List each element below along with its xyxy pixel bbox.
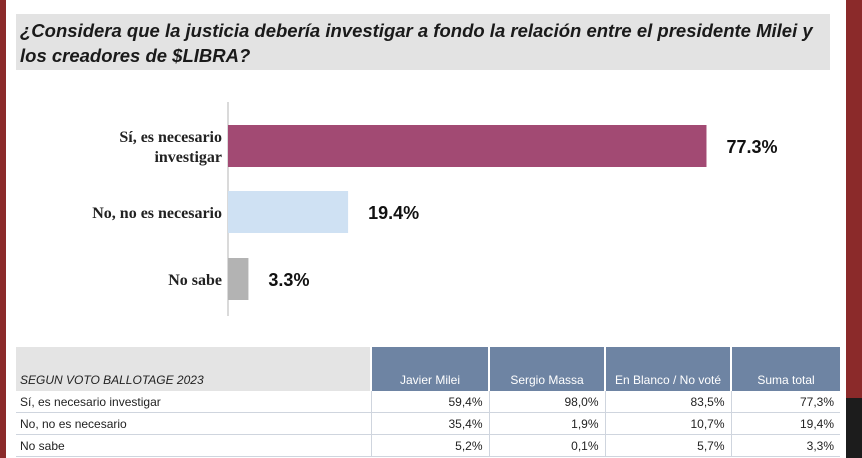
table-cell: 10,7% (604, 412, 731, 435)
category-label: Sí, es necesario (119, 129, 222, 146)
table-row: Sí, es necesario investigar 59,4% 98,0% … (16, 391, 840, 413)
table-cell: 83,5% (604, 391, 731, 413)
table-cell: 5,2% (370, 434, 489, 457)
table-cell: 19,4% (730, 412, 840, 435)
table-row: No sabe 5,2% 0,1% 5,7% 3,3% (16, 434, 840, 457)
bar-value-label: 77.3% (726, 137, 777, 157)
table-cell: 77,3% (730, 391, 840, 413)
column-header-suma-total: Suma total (730, 347, 840, 391)
bar-0 (228, 125, 707, 167)
column-header-sergio-massa: Sergio Massa (488, 347, 605, 391)
table-row: No, no es necesario 35,4% 1,9% 10,7% 19,… (16, 412, 840, 435)
corner-decoration (846, 398, 862, 458)
table-header-row: SEGUN VOTO BALLOTAGE 2023 Javier Milei S… (16, 347, 840, 391)
bar-value-label: 19.4% (368, 203, 419, 223)
column-header-en-blanco: En Blanco / No voté (604, 347, 731, 391)
vote-breakdown-table: SEGUN VOTO BALLOTAGE 2023 Javier Milei S… (16, 347, 840, 457)
bar-1 (228, 191, 349, 233)
table-cell: 98,0% (488, 391, 605, 413)
title-band (16, 14, 830, 70)
row-label: No, no es necesario (16, 412, 371, 435)
table-cell: 59,4% (370, 391, 489, 413)
category-label: No, no es necesario (92, 205, 222, 222)
slide: ¿Considera que la justicia debería inves… (6, 0, 846, 458)
category-label: investigar (154, 149, 222, 166)
table-cell: 0,1% (488, 434, 605, 457)
table-cell: 3,3% (730, 434, 840, 457)
category-label: No sabe (168, 272, 222, 289)
bar-value-label: 3.3% (268, 270, 309, 290)
column-header-javier-milei: Javier Milei (370, 347, 489, 391)
bar-2 (228, 258, 249, 300)
page-title: ¿Considera que la justicia debería inves… (20, 20, 813, 66)
row-label: No sabe (16, 434, 371, 457)
bar-chart: 77.3% Sí, es necesario investigar 19.4% No, … (92, 102, 778, 316)
table-cell: 35,4% (370, 412, 489, 435)
table-caption: SEGUN VOTO BALLOTAGE 2023 (16, 347, 371, 391)
row-label: Sí, es necesario investigar (16, 391, 371, 413)
table-cell: 5,7% (604, 434, 731, 457)
table-cell: 1,9% (488, 412, 605, 435)
